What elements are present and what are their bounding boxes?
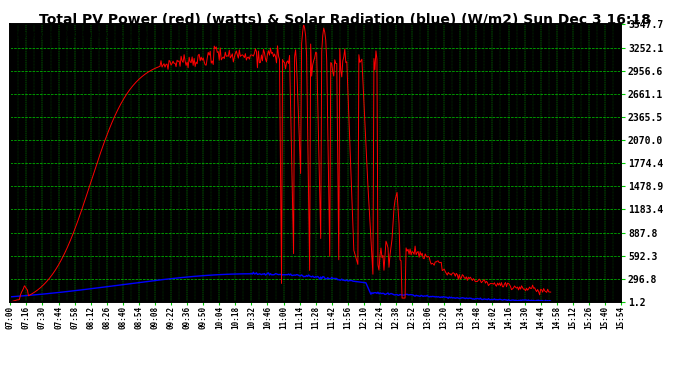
Text: Copyright 2006 Cartronics.com: Copyright 2006 Cartronics.com xyxy=(13,30,148,39)
Text: Total PV Power (red) (watts) & Solar Radiation (blue) (W/m2) Sun Dec 3 16:18: Total PV Power (red) (watts) & Solar Rad… xyxy=(39,13,651,27)
